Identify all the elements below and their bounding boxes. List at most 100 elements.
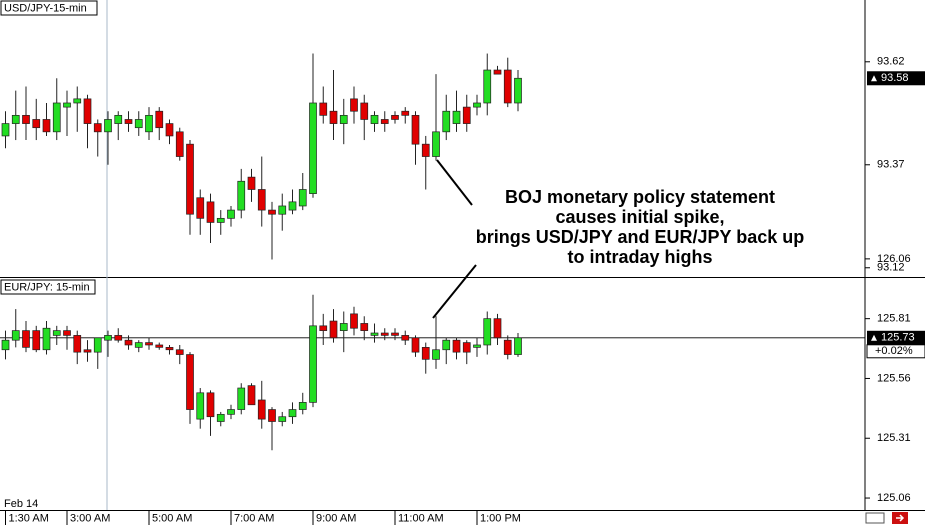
candle-body [11, 114, 20, 124]
candle-body [339, 323, 348, 331]
candle-body [63, 330, 71, 336]
candle-body [52, 102, 61, 133]
candle-body [247, 176, 256, 190]
candle-body [216, 413, 225, 422]
candle-body [93, 337, 102, 353]
candle-body [350, 313, 358, 329]
y-tick-label: 125.06 [877, 492, 911, 504]
candle-body [196, 197, 205, 219]
candle-body [442, 339, 451, 351]
candle-body [421, 347, 430, 360]
last-price-label: 93.58 [881, 72, 909, 84]
candle-body [206, 392, 215, 418]
change-box [866, 344, 925, 359]
last-price-label: 125.73 [881, 332, 915, 344]
candle-body [452, 339, 461, 353]
candle-body [401, 335, 410, 341]
candle-body [11, 330, 20, 341]
candle-body [104, 335, 112, 341]
last-price-box [867, 330, 925, 345]
candle-body [216, 217, 225, 223]
candle-body [411, 337, 420, 353]
x-tick-label: 7:00 AM [234, 512, 274, 524]
candle-body [165, 123, 174, 137]
candle-body [391, 332, 399, 336]
candle-body [196, 392, 205, 420]
candle-body [278, 205, 287, 215]
candle-body [114, 335, 123, 341]
last-price-arrow [871, 334, 877, 341]
x-tick-label: 3:00 AM [70, 512, 110, 524]
x-tick-label: 5:00 AM [152, 512, 192, 524]
candle-body [227, 409, 235, 415]
x-tick-label: 1:00 PM [480, 512, 521, 524]
y-tick-label: 125.56 [877, 372, 911, 384]
candle-body [134, 342, 143, 348]
candle-body [268, 409, 276, 422]
candle-body [145, 342, 153, 346]
candle-body [298, 189, 307, 207]
candle-body [493, 318, 502, 339]
candle-body [237, 387, 246, 410]
annotation: to intraday highs [567, 247, 712, 267]
candle-body [370, 332, 379, 336]
candle-body [52, 330, 61, 336]
candle-body [124, 339, 133, 346]
candle-body [350, 98, 358, 112]
annotation-arrow [436, 159, 473, 206]
candle-body [380, 332, 389, 336]
annotation: causes initial spike, [555, 207, 724, 227]
x-tick-label: 11:00 AM [398, 512, 444, 524]
candle-body [391, 114, 399, 120]
candle-body [32, 330, 41, 351]
candle-body [268, 209, 276, 215]
candle-body [227, 209, 235, 219]
candle-body [493, 69, 502, 75]
candle-body [104, 119, 112, 133]
last-price-arrow [871, 75, 877, 82]
y-tick-label: 93.62 [877, 56, 905, 68]
candle-body [503, 69, 512, 104]
candle-body [309, 102, 317, 194]
candle-body [432, 131, 440, 157]
candle-body [134, 119, 143, 129]
candle-body [319, 325, 328, 331]
annotation: BOJ monetary policy statement [505, 187, 775, 207]
candle-body [462, 342, 471, 353]
candle-body [370, 114, 379, 124]
candle-body [452, 110, 461, 124]
candle-body [165, 347, 174, 351]
candle-body [186, 354, 194, 410]
candle-body [380, 119, 389, 124]
candle-body [83, 98, 92, 124]
candle-body [22, 114, 30, 124]
y-tick-label: 93.12 [877, 262, 905, 274]
candle-body [237, 180, 246, 211]
candle-body [288, 409, 297, 418]
candle-body [319, 102, 328, 116]
candle-body [329, 110, 338, 124]
title-box [0, 0, 98, 16]
candle-body [114, 114, 123, 124]
candle-body [514, 337, 522, 355]
candle-body [411, 114, 420, 145]
y-tick-label: 93.37 [877, 159, 905, 171]
annotation-arrow [432, 264, 477, 319]
candle-body [42, 119, 51, 133]
candle-body [155, 110, 164, 129]
candle-body [473, 344, 481, 348]
candle-body [63, 102, 71, 108]
toolbar-icon[interactable] [865, 512, 885, 524]
candle-body [309, 325, 317, 403]
x-tick-label: 1:30 AM [9, 512, 49, 524]
candle-body [155, 344, 164, 348]
candle-body [257, 189, 266, 211]
title-box [0, 279, 96, 295]
date-label: Feb 14 [4, 498, 38, 510]
candle-body [278, 416, 287, 422]
candle-body [42, 327, 51, 351]
candle-body [175, 131, 184, 157]
candle-body [360, 102, 369, 120]
